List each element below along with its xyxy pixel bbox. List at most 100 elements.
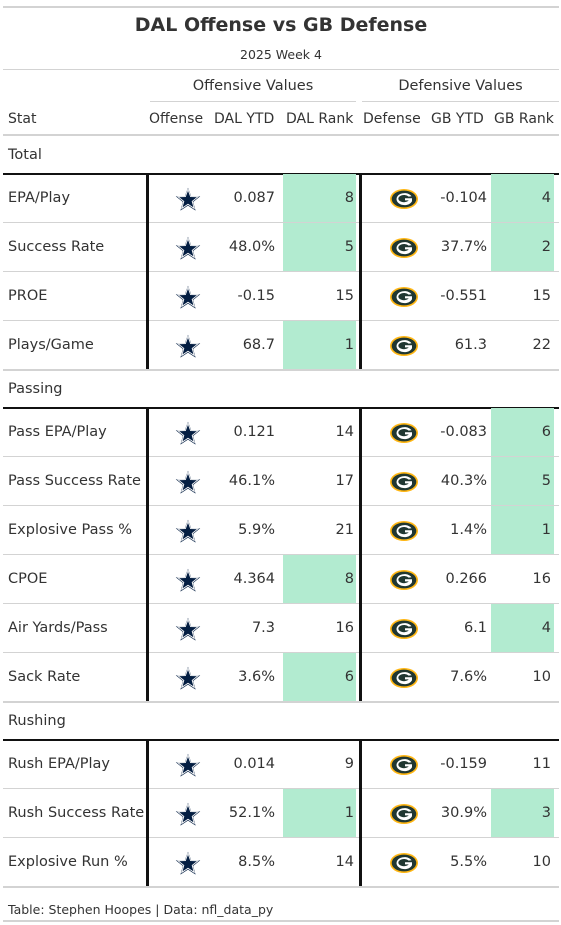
off-rank-value: 8 [283, 174, 356, 223]
def-rank-value: 6 [491, 408, 554, 457]
off-ytd-value: 46.1% [228, 473, 275, 489]
packers-g-icon [389, 186, 419, 212]
row-rule [3, 369, 559, 371]
defense-column-separator [359, 739, 362, 886]
stat-label: Plays/Game [8, 337, 94, 353]
def-ytd-value: -0.104 [440, 190, 487, 206]
group-rule [3, 407, 559, 409]
stat-label: Pass Success Rate [8, 473, 141, 489]
col-header-off-rank: DAL Rank [286, 111, 354, 127]
group-label-passing: Passing [8, 381, 63, 397]
dallas-star-icon [173, 800, 203, 828]
def-ytd-value: 40.3% [440, 473, 487, 489]
col-header-stat: Stat [8, 111, 37, 127]
def-ytd-value: -0.083 [440, 424, 487, 440]
dallas-star-icon [173, 664, 203, 692]
defensive-values-spanner: Defensive Values [398, 78, 523, 94]
packers-g-icon [389, 333, 419, 359]
offense-column-separator [146, 739, 149, 886]
off-rank-value: 16 [335, 620, 354, 636]
def-rank-value: 5 [491, 457, 554, 506]
packers-g-icon [389, 752, 419, 778]
dallas-star-icon [173, 283, 203, 311]
dallas-star-icon [173, 332, 203, 360]
def-rank-value: 10 [532, 669, 551, 685]
row-rule [3, 788, 559, 789]
header-rule [3, 69, 559, 70]
def-ytd-value: 30.9% [440, 805, 487, 821]
row-rule [3, 222, 559, 223]
group-label-rushing: Rushing [8, 713, 66, 729]
defensive-spanner-rule [362, 101, 559, 102]
table-row: EPA/Play 0.087 8 -0.104 4 [3, 174, 559, 223]
off-rank-value: 21 [335, 522, 354, 538]
off-ytd-value: 5.9% [238, 522, 275, 538]
def-rank-value: 10 [532, 854, 551, 870]
stat-label: Success Rate [8, 239, 105, 255]
def-rank-value: 22 [532, 337, 551, 353]
packers-g-icon [389, 567, 419, 593]
table-row: Plays/Game 68.7 1 61.3 22 [3, 321, 559, 370]
def-ytd-value: 37.7% [440, 239, 487, 255]
off-rank-value: 15 [335, 288, 354, 304]
col-header-def-ytd: GB YTD [431, 111, 484, 127]
def-rank-value: 2 [491, 223, 554, 272]
off-ytd-value: -0.15 [237, 288, 275, 304]
off-rank-value: 1 [283, 321, 356, 370]
table-row: PROE -0.15 15 -0.551 15 [3, 272, 559, 321]
stat-label: PROE [8, 288, 48, 304]
table-subtitle: 2025 Week 4 [240, 47, 322, 62]
table-row: Rush EPA/Play 0.014 9 -0.159 11 [3, 740, 559, 789]
dallas-star-icon [173, 468, 203, 496]
row-rule [3, 320, 559, 321]
group-rule [3, 739, 559, 741]
off-rank-value: 14 [335, 854, 354, 870]
packers-g-icon [389, 616, 419, 642]
col-header-defense: Defense [363, 111, 421, 127]
table-row: CPOE 4.364 8 0.266 16 [3, 555, 559, 604]
def-rank-value: 3 [491, 789, 554, 838]
column-header-rule [3, 134, 559, 136]
off-ytd-value: 0.087 [233, 190, 275, 206]
packers-g-icon [389, 420, 419, 446]
defense-column-separator [359, 407, 362, 701]
dallas-star-icon [173, 517, 203, 545]
col-header-def-rank: GB Rank [494, 111, 554, 127]
off-ytd-value: 0.121 [233, 424, 275, 440]
off-rank-value: 9 [344, 756, 354, 772]
off-ytd-value: 52.1% [228, 805, 275, 821]
off-ytd-value: 4.364 [233, 571, 275, 587]
def-ytd-value: 0.266 [445, 571, 487, 587]
row-rule [3, 603, 559, 604]
row-rule [3, 554, 559, 555]
off-rank-value: 1 [283, 789, 356, 838]
group-rule [3, 173, 559, 175]
table-title: DAL Offense vs GB Defense [134, 14, 428, 36]
stat-label: CPOE [8, 571, 48, 587]
def-rank-value: 11 [532, 756, 551, 772]
packers-g-icon [389, 284, 419, 310]
def-ytd-value: 61.3 [454, 337, 487, 353]
packers-g-icon [389, 665, 419, 691]
offense-column-separator [146, 173, 149, 369]
off-rank-value: 6 [283, 653, 356, 702]
table-row: Pass EPA/Play 0.121 14 -0.083 6 [3, 408, 559, 457]
row-rule [3, 456, 559, 457]
table-row: Explosive Run % 8.5% 14 5.5% 10 [3, 838, 559, 887]
def-rank-value: 4 [491, 604, 554, 653]
table-row: Air Yards/Pass 7.3 16 6.1 4 [3, 604, 559, 653]
off-ytd-value: 48.0% [228, 239, 275, 255]
stat-label: Pass EPA/Play [8, 424, 107, 440]
packers-g-icon [389, 518, 419, 544]
off-ytd-value: 7.3 [251, 620, 275, 636]
table-row: Pass Success Rate 46.1% 17 40.3% 5 [3, 457, 559, 506]
dallas-star-icon [173, 419, 203, 447]
row-rule [3, 271, 559, 272]
table-row: Sack Rate 3.6% 6 7.6% 10 [3, 653, 559, 702]
packers-g-icon [389, 235, 419, 261]
off-ytd-value: 3.6% [238, 669, 275, 685]
dallas-star-icon [173, 615, 203, 643]
stat-label: EPA/Play [8, 190, 71, 206]
table-row: Rush Success Rate 52.1% 1 30.9% 3 [3, 789, 559, 838]
dallas-star-icon [173, 566, 203, 594]
